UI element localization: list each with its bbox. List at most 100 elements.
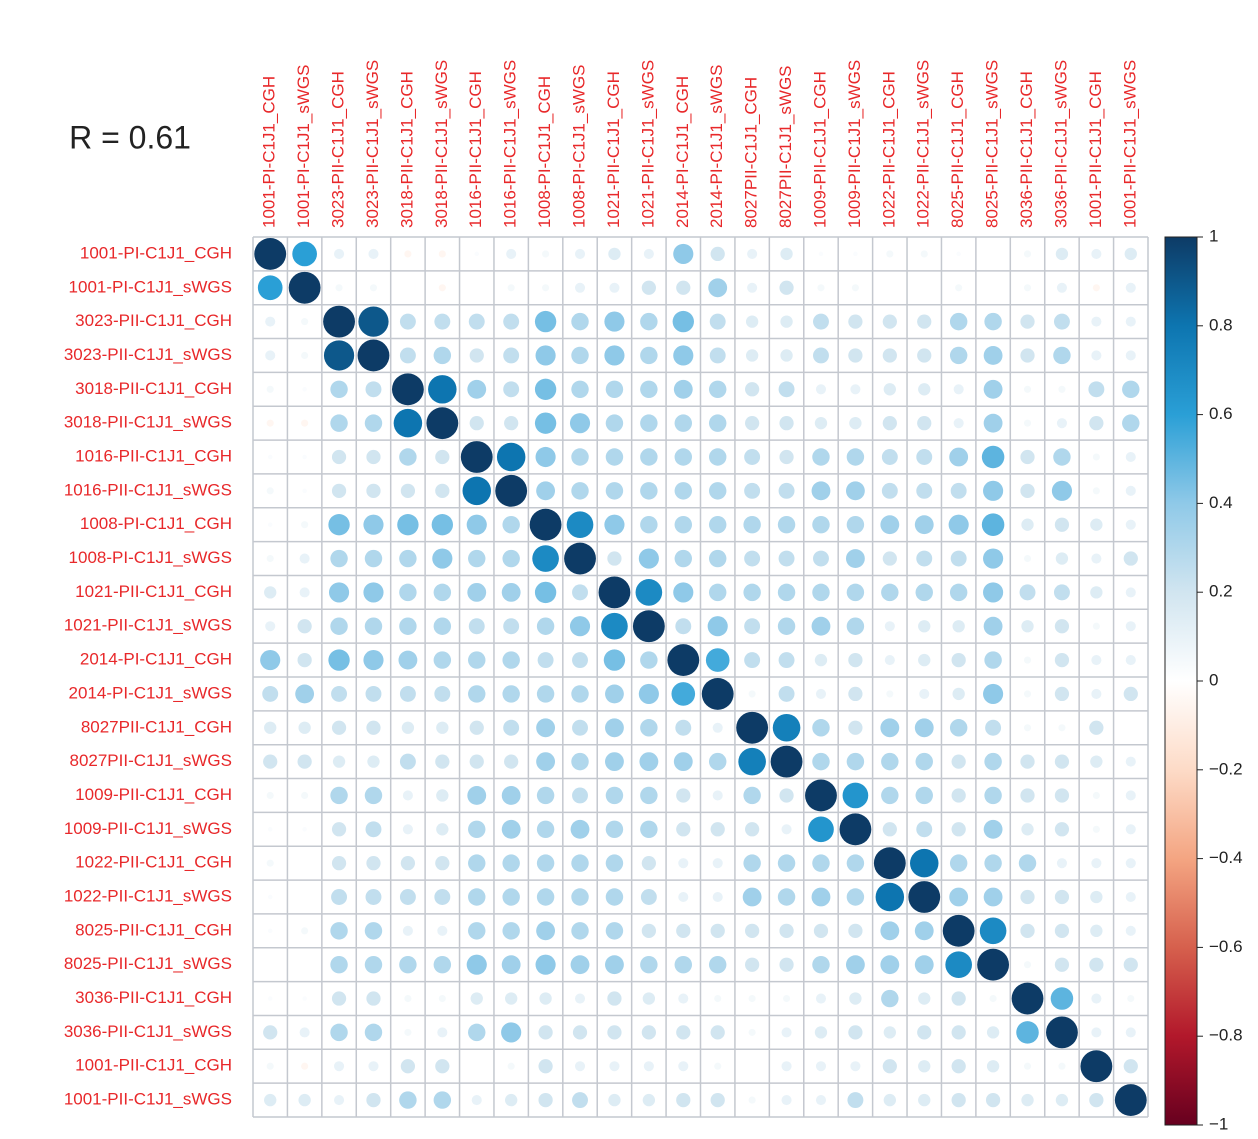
corr-circle	[1020, 348, 1035, 363]
corr-circle	[297, 754, 312, 769]
corr-circle	[811, 481, 831, 501]
corr-circle	[302, 996, 307, 1001]
corr-circle	[815, 384, 827, 395]
corr-circle	[916, 550, 933, 567]
corr-circle	[1023, 724, 1032, 732]
corr-circle	[504, 416, 519, 431]
corr-circle	[780, 315, 793, 328]
corr-circle	[399, 583, 417, 602]
corr-circle	[404, 250, 412, 258]
corr-circle	[334, 1095, 345, 1106]
corr-circle	[605, 718, 624, 738]
colorbar-tick-label: 0.4	[1209, 493, 1233, 512]
corr-circle	[331, 856, 347, 871]
corr-circle	[916, 821, 933, 838]
corr-circle	[839, 813, 872, 846]
row-label: 1001-PI-C1J1_sWGS	[69, 277, 232, 296]
corr-circle	[880, 955, 900, 975]
corr-circle	[915, 752, 933, 771]
corr-circle	[301, 791, 309, 800]
corr-circle	[1125, 350, 1136, 361]
corr-circle	[399, 347, 416, 364]
corr-circle	[712, 858, 723, 869]
corr-circle	[708, 482, 727, 500]
corr-circle	[745, 822, 760, 837]
corr-circle	[1053, 584, 1070, 601]
corr-circle	[1054, 619, 1070, 634]
corr-circle	[745, 416, 760, 431]
corr-circle	[845, 549, 865, 568]
corr-circle	[532, 545, 559, 572]
corr-circle	[1092, 453, 1100, 461]
corr-circle	[1023, 656, 1032, 664]
corr-circle	[466, 954, 487, 975]
corr-circle	[640, 651, 658, 669]
corr-circle	[605, 380, 624, 399]
colorbar-tick-label: −0.2	[1209, 759, 1243, 778]
corr-circle	[778, 652, 795, 669]
corr-circle	[945, 951, 972, 979]
corr-circle	[1125, 858, 1136, 869]
corr-circle	[437, 1027, 448, 1038]
corr-circle	[1051, 480, 1073, 501]
corr-circle	[399, 549, 417, 568]
corr-circle	[536, 888, 555, 906]
colorbar-tick-label: 0.2	[1209, 582, 1233, 601]
corr-circle	[433, 346, 452, 365]
corr-circle	[1125, 1027, 1136, 1038]
corr-circle	[570, 819, 590, 839]
corr-circle	[366, 856, 381, 871]
row-label: 3036-PII-C1J1_CGH	[75, 988, 232, 1007]
corr-circle	[985, 1092, 1001, 1108]
corr-circle	[742, 887, 762, 907]
corr-circle	[951, 991, 966, 1006]
corr-circle	[435, 856, 450, 871]
corr-circle	[779, 416, 794, 431]
corr-circle	[474, 251, 480, 257]
col-label: 3018-PII-C1J1_sWGS	[432, 60, 451, 228]
corr-circle	[297, 619, 312, 634]
col-label: 2014-PI-C1J1_CGH	[673, 76, 692, 228]
corr-circle	[881, 752, 899, 771]
corr-circle	[640, 955, 658, 974]
corr-circle	[330, 922, 348, 940]
corr-circle	[1058, 1062, 1066, 1070]
corr-circle	[1125, 925, 1136, 936]
corr-circle	[365, 821, 382, 838]
corr-circle	[818, 251, 824, 257]
corr-circle	[435, 1059, 450, 1074]
corr-circle	[260, 650, 281, 671]
corr-circle	[466, 514, 487, 535]
corr-circle	[846, 854, 865, 872]
corr-circle	[263, 1025, 278, 1040]
col-label: 8025-PII-C1J1_sWGS	[983, 60, 1002, 228]
corr-circle	[710, 923, 725, 938]
row-label: 1008-PI-C1J1_sWGS	[69, 548, 232, 567]
corr-circle	[1054, 822, 1070, 837]
corr-circle	[399, 889, 416, 905]
corr-circle	[812, 752, 830, 771]
corr-circle	[534, 378, 557, 400]
corr-circle	[535, 446, 556, 468]
corr-circle	[641, 280, 656, 295]
corr-circle	[471, 1095, 482, 1106]
corr-circle	[301, 351, 309, 360]
corr-circle	[1092, 622, 1100, 630]
corr-circle	[640, 448, 658, 466]
corr-circle	[1056, 418, 1067, 429]
corr-circle	[365, 685, 382, 702]
row-label: 1001-PI-C1J1_CGH	[80, 243, 232, 262]
corr-circle	[851, 284, 859, 292]
annotation: R = 0.61	[69, 119, 191, 155]
row-label: 2014-PI-C1J1_sWGS	[69, 683, 232, 702]
corr-circle	[572, 1025, 588, 1040]
corr-circle	[335, 284, 343, 292]
corr-circle	[812, 719, 830, 737]
corr-circle	[708, 955, 727, 974]
corr-circle	[712, 790, 723, 801]
corr-circle	[915, 583, 933, 602]
corr-circle	[848, 720, 863, 735]
corr-circle	[983, 582, 1004, 603]
corr-circle	[674, 955, 693, 974]
corr-circle	[846, 888, 865, 906]
